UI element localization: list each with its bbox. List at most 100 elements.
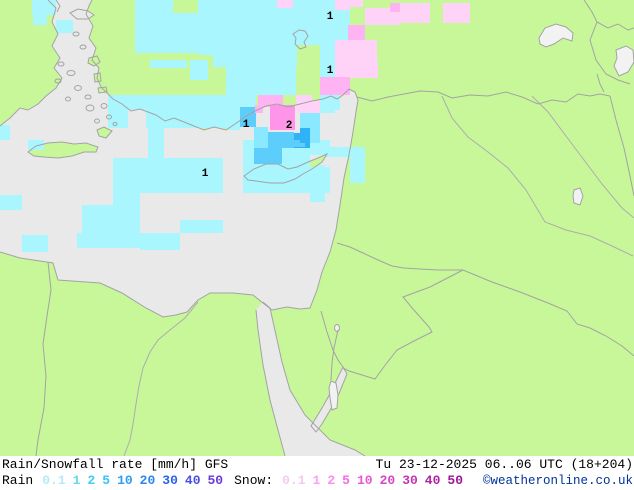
rain-cell bbox=[300, 113, 320, 128]
gulf-of-aqaba bbox=[311, 367, 347, 432]
rain-cell bbox=[113, 192, 140, 205]
rain-cell bbox=[300, 128, 310, 143]
precipitation-cells bbox=[0, 0, 470, 252]
border-iraq-iran bbox=[609, 95, 634, 197]
rain-cell bbox=[310, 128, 320, 143]
rain-cell bbox=[315, 165, 325, 182]
precip-value-label: 1 bbox=[243, 119, 250, 131]
snow-cell bbox=[365, 8, 400, 25]
snow-scale-value: 1 bbox=[312, 473, 321, 488]
border-egypt-libya bbox=[35, 261, 52, 456]
crete-coastline bbox=[27, 141, 99, 159]
crete-island bbox=[28, 142, 98, 158]
snow-scale-value: 40 bbox=[424, 473, 441, 488]
rain-cell bbox=[150, 60, 187, 68]
precip-value-label: 1 bbox=[327, 11, 334, 23]
caption-bar: Rain/Snowfall rate [mm/h] GFS Tu 23-12-2… bbox=[0, 456, 634, 490]
border-syria-jordan bbox=[336, 242, 463, 271]
border-iraq-saudi bbox=[462, 269, 634, 357]
rain-cell bbox=[108, 95, 240, 128]
rain-cell bbox=[350, 147, 365, 183]
red-sea bbox=[256, 302, 365, 456]
rain-cell bbox=[320, 45, 338, 77]
rain-cell bbox=[190, 60, 208, 80]
rain-cell bbox=[198, 0, 297, 55]
precipitation-value-labels: 1 1 1 2 1 bbox=[202, 11, 334, 180]
marmara-coastline bbox=[69, 8, 95, 20]
rain-cell bbox=[325, 147, 350, 157]
samos-island bbox=[98, 87, 107, 93]
caption-row-legend: Rain 0.1 1 2 5 10 20 30 40 50 Snow: 0.1 1 2 5 10 20 30… bbox=[2, 473, 633, 489]
coastlines-and-borders bbox=[0, 0, 634, 456]
rain-cell bbox=[173, 13, 198, 53]
rain-cell bbox=[226, 67, 296, 95]
snow-cell bbox=[390, 3, 404, 12]
snow-scale-value: 30 bbox=[402, 473, 418, 488]
rain-cell bbox=[254, 127, 268, 148]
mediterranean-coastline bbox=[0, 0, 359, 318]
border-jordan-saudi bbox=[342, 269, 464, 380]
border-turkey-caucasus bbox=[583, 0, 631, 85]
rain-cell bbox=[148, 128, 164, 158]
rain-cell bbox=[113, 158, 223, 193]
rain-scale-value: 0.1 bbox=[42, 473, 66, 488]
chios-coastline bbox=[93, 72, 102, 83]
border-turkey-syria-iraq bbox=[356, 90, 611, 105]
border-greece-turkey bbox=[55, 0, 61, 13]
rain-cell bbox=[226, 95, 256, 107]
rain-scale-value: 50 bbox=[207, 473, 224, 488]
rain-scale-value: 30 bbox=[162, 473, 178, 488]
rain-cell bbox=[240, 107, 256, 127]
snow-scale-value: 10 bbox=[356, 473, 373, 488]
snow-scale-value: 20 bbox=[379, 473, 396, 488]
rain-cell bbox=[180, 220, 223, 233]
snow-scale-value: 5 bbox=[342, 473, 350, 488]
lesbos-coastline bbox=[87, 55, 101, 67]
aegean-small-islands bbox=[54, 31, 118, 126]
snow-scale-value: 2 bbox=[327, 473, 336, 488]
rain-scale: 0.1 1 2 5 10 20 30 40 50 bbox=[42, 473, 230, 488]
rain-cell bbox=[213, 55, 297, 67]
lake-urmia bbox=[613, 45, 634, 77]
rain-cell bbox=[135, 0, 173, 53]
euphrates-river bbox=[441, 95, 634, 257]
precipitation-map: 1 1 1 2 1 bbox=[0, 0, 634, 456]
red-sea-coastline-east bbox=[255, 309, 286, 456]
caption-row-title: Rain/Snowfall rate [mm/h] GFS Tu 23-12-2… bbox=[2, 457, 633, 472]
snow-scale-value: 0.1 bbox=[282, 473, 306, 488]
snow-legend-label: Snow: bbox=[234, 473, 274, 488]
border-armenia-iran bbox=[596, 21, 634, 31]
rain-cell bbox=[254, 148, 282, 164]
snow-cell bbox=[400, 3, 430, 23]
cyprus-coastline bbox=[243, 152, 329, 184]
rain-scale-value: 40 bbox=[184, 473, 201, 488]
rain-cell bbox=[33, 14, 47, 25]
precip-value-label: 1 bbox=[202, 168, 209, 180]
map-timestamp: Tu 23-12-2025 06..06 UTC (18+204) bbox=[375, 457, 633, 472]
snow-cell bbox=[320, 77, 350, 95]
copyright-text: ©weatheronline.co.uk bbox=[482, 474, 633, 488]
red-sea-coastline-west bbox=[262, 301, 366, 456]
rain-cell bbox=[320, 100, 335, 113]
rain-cell bbox=[28, 140, 44, 150]
lake-van bbox=[538, 23, 574, 48]
rain-cell bbox=[32, 0, 56, 15]
rain-cell bbox=[268, 132, 294, 148]
greece-coastline bbox=[0, 0, 63, 127]
border-turkey-iran bbox=[596, 73, 605, 93]
rain-legend-label: Rain bbox=[2, 473, 34, 488]
tigris-river bbox=[531, 95, 634, 219]
snow-cell bbox=[443, 3, 470, 23]
rain-cell bbox=[310, 183, 325, 202]
lake-tharthar bbox=[572, 187, 584, 206]
lake-north-turkey bbox=[292, 29, 309, 50]
rain-scale-value: 20 bbox=[139, 473, 156, 488]
samos-coastline bbox=[97, 86, 108, 94]
rain-cell bbox=[0, 125, 10, 140]
rain-cell bbox=[22, 235, 48, 252]
rain-cell bbox=[128, 110, 146, 128]
precip-value-label: 2 bbox=[286, 120, 293, 132]
snow-cell bbox=[335, 0, 350, 10]
precip-value-label: 1 bbox=[327, 65, 334, 77]
rain-scale-value: 2 bbox=[87, 473, 96, 488]
